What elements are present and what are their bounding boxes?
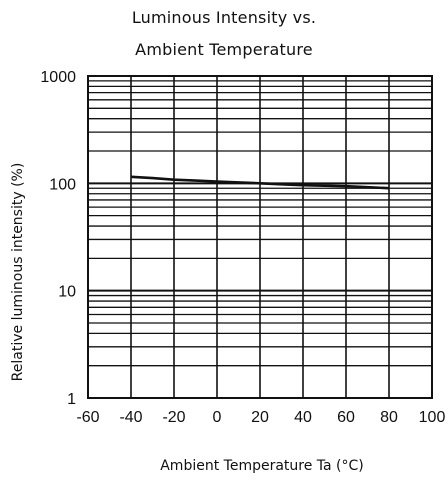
x-tick-label: -20	[162, 409, 185, 426]
y-tick-label: 10	[58, 284, 76, 301]
x-tick-label: 40	[294, 409, 312, 426]
chart-title-line-2: Ambient Temperature	[135, 40, 313, 59]
x-tick-label: 80	[380, 409, 398, 426]
y-axis-label: Relative luminous intensity (%)	[10, 163, 26, 382]
x-tick-label: 60	[337, 409, 355, 426]
x-tick-label: 0	[213, 409, 222, 426]
x-tick-label: -60	[76, 409, 99, 426]
y-tick-label: 1	[67, 391, 76, 408]
y-tick-label: 100	[49, 176, 76, 193]
x-tick-label: 20	[251, 409, 269, 426]
chart-title-line-1: Luminous Intensity vs.	[131, 8, 317, 27]
series-line-1	[130, 175, 390, 190]
x-tick-label: 100	[419, 409, 446, 426]
y-tick-label: 1000	[40, 69, 76, 86]
x-tick-label: -40	[119, 409, 142, 426]
x-axis-label: Ambient Temperature Ta (°C)	[160, 458, 364, 474]
